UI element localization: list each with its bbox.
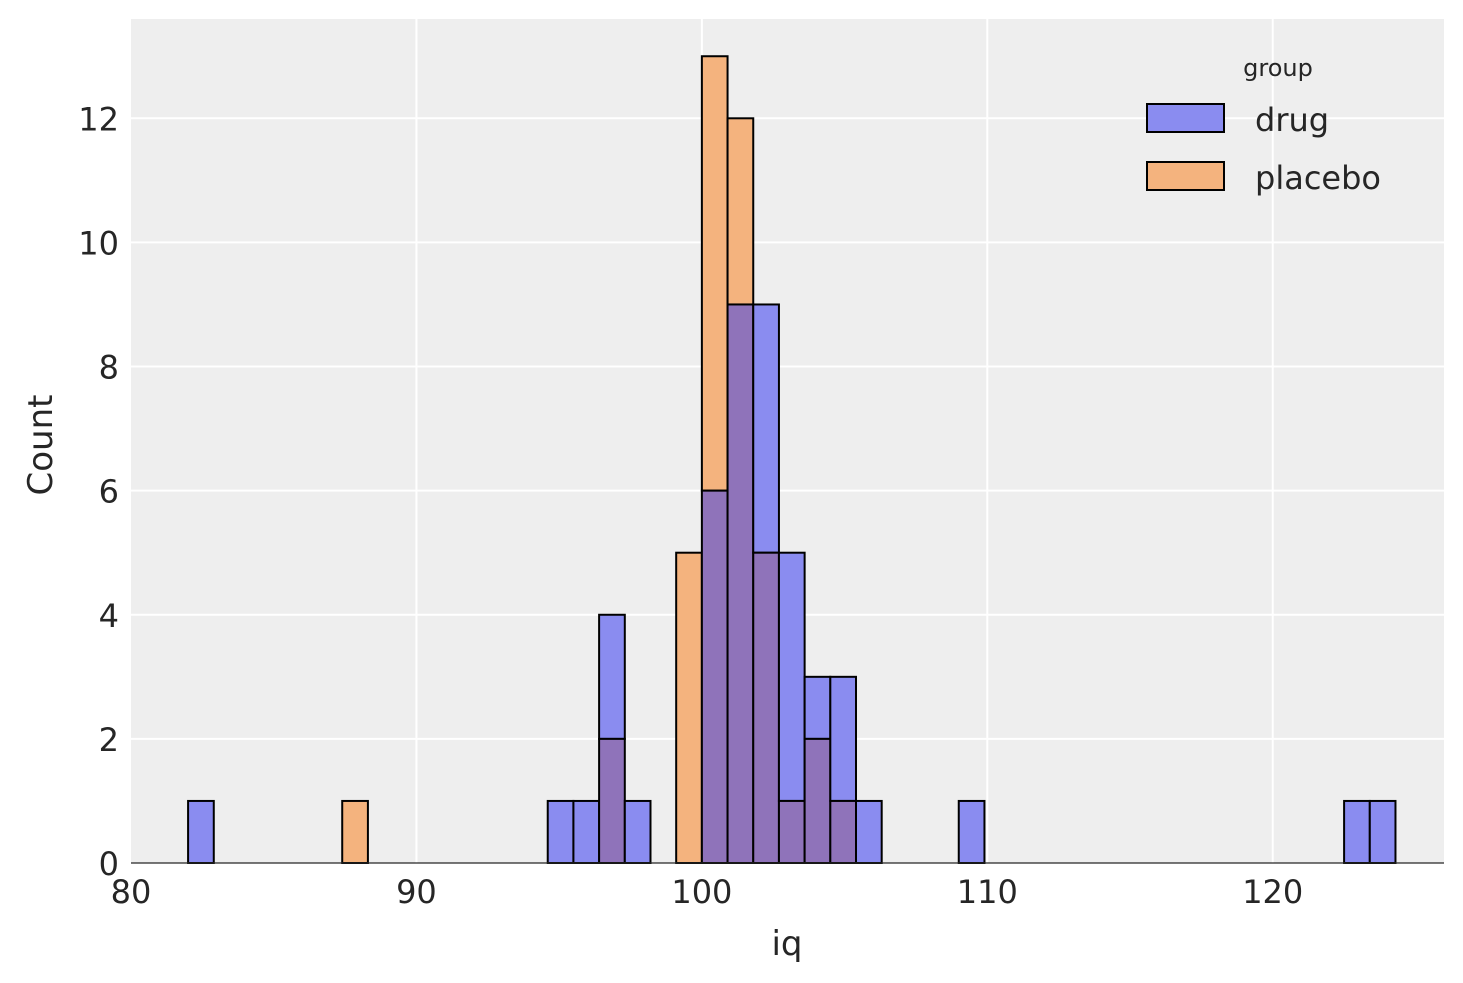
bar-placebo <box>675 551 703 864</box>
y-tick-label: 4 <box>99 597 119 635</box>
bar-drug <box>855 799 883 864</box>
y-tick-label: 2 <box>99 721 119 759</box>
x-axis-label: iq <box>771 924 802 964</box>
axis-ticks: 80 90 100 110 120 0 2 4 6 8 10 12 <box>78 100 1303 911</box>
legend-label-drug: drug <box>1255 101 1329 139</box>
bar-drug <box>598 613 626 740</box>
bar-drug <box>777 551 806 802</box>
legend: group drug placebo <box>1146 54 1381 197</box>
bar-overlap <box>829 799 858 864</box>
bar-drug <box>1368 799 1397 864</box>
y-tick-label: 8 <box>99 349 119 387</box>
bar-drug <box>187 799 215 864</box>
x-tick-label: 90 <box>396 873 437 911</box>
legend-label-placebo: placebo <box>1255 159 1381 197</box>
bar-drug <box>829 675 858 802</box>
x-tick-label: 120 <box>1242 873 1303 911</box>
bar-drug <box>752 303 780 554</box>
bar-overlap <box>700 489 729 864</box>
bar-drug <box>572 799 601 864</box>
bar-drug <box>957 799 986 864</box>
bar-placebo <box>726 117 755 306</box>
bar-overlap <box>726 303 755 864</box>
y-tick-label: 10 <box>78 224 119 262</box>
bar-overlap <box>777 799 806 864</box>
histogram-bars <box>187 55 1397 864</box>
y-axis-label: Count <box>21 395 61 496</box>
bar-placebo <box>341 799 369 864</box>
y-tick-label: 0 <box>99 845 119 883</box>
legend-title: group <box>1243 54 1313 82</box>
bar-overlap <box>598 737 626 864</box>
x-tick-label: 100 <box>671 873 732 911</box>
bar-drug <box>623 799 652 864</box>
bar-drug <box>803 675 832 740</box>
bar-overlap <box>752 551 780 864</box>
y-tick-label: 12 <box>78 100 119 138</box>
legend-swatch-placebo <box>1146 161 1225 191</box>
bar-drug <box>1343 799 1371 864</box>
legend-swatch-drug <box>1146 103 1225 133</box>
x-tick-label: 110 <box>957 873 1018 911</box>
y-tick-label: 6 <box>99 473 119 511</box>
bar-drug <box>546 799 575 864</box>
x-tick-label: 80 <box>111 873 152 911</box>
bar-overlap <box>803 737 832 864</box>
bar-placebo <box>700 55 729 492</box>
